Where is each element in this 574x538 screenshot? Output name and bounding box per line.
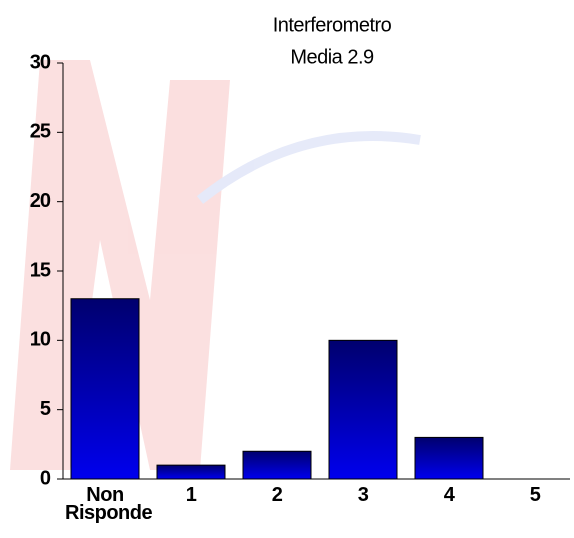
watermark [10, 60, 421, 470]
x-tick-label: 5 [529, 484, 541, 506]
x-tick-label: 2 [271, 484, 283, 506]
x-tick-label: 3 [357, 484, 369, 506]
y-tick-label: 30 [30, 51, 51, 73]
y-tick-label: 25 [30, 121, 51, 143]
chart-subtitle: Media 2.9 [290, 46, 374, 68]
x-tick-label: Non Risponde [65, 484, 153, 524]
bar [242, 450, 312, 480]
y-tick-label: 5 [40, 398, 51, 420]
x-tick-label: 4 [443, 484, 455, 506]
y-tick-label: 20 [30, 190, 51, 212]
bar [328, 339, 398, 480]
y-tick-label: 15 [30, 259, 51, 281]
bar [70, 298, 140, 480]
bar [414, 436, 484, 480]
chart-title: Interferometro [273, 14, 392, 36]
bar [156, 464, 226, 480]
y-tick-label: 0 [40, 467, 51, 489]
y-tick-label: 10 [30, 329, 51, 351]
x-tick-label: 1 [185, 484, 197, 506]
